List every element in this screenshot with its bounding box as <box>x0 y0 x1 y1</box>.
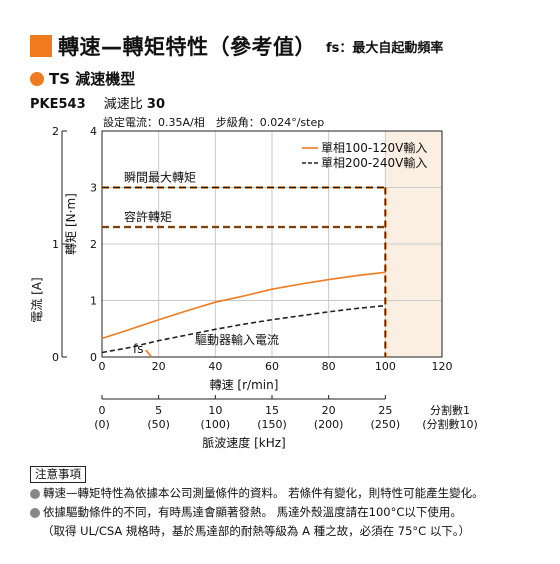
x-tick-label: 100 <box>375 360 396 373</box>
legend-label-1: 單相100-120V輸入 <box>321 140 427 155</box>
notes: 注意事項 轉速—轉矩特性為依據本公司測量條件的資料。 若條件有變化，則特性可能產… <box>30 465 484 541</box>
y2-tick-label: 1 <box>52 238 59 251</box>
header: 轉速—轉矩特性（參考值） fs：最大自起動頻率 <box>30 33 443 59</box>
x-tick-label: 80 <box>322 360 336 373</box>
ratio-value: 30 <box>146 97 166 112</box>
bullet-icon <box>30 507 40 518</box>
y-tick-label: 0 <box>90 351 97 364</box>
legend-label-2: 單相200-240V輸入 <box>321 155 427 170</box>
x-axis-label: 轉速 [r/min] <box>210 378 279 392</box>
pulse-axis: 0(0) 5(50) 10(100) 15(150) 20(200) 25(250) 分割數… <box>94 395 478 450</box>
pulse-tick-paren: (150) <box>257 418 287 431</box>
page-title: 轉速—轉矩特性（參考值） <box>58 35 316 59</box>
fs-legend-note: fs：最大自起動頻率 <box>326 40 444 56</box>
pulse-div1-label: 分割數1 <box>430 403 470 417</box>
y2-tick-label: 0 <box>52 351 59 364</box>
series-line <box>101 271 386 340</box>
pulse-tick-paren: (200) <box>314 418 344 431</box>
y-tick-label: 4 <box>90 125 97 138</box>
y-tick-label: 3 <box>90 182 97 195</box>
fs-label: fs <box>133 342 143 356</box>
settings-text: 設定電流：0.35A/相 步級角：0.024°/step <box>103 116 325 129</box>
note-line-3: （取得 UL/CSA 規格時，基於馬達部的耐熱等級為 A 種之故，必須在 75°… <box>42 524 471 538</box>
series-group: fs 驅動器輸入電流 <box>101 271 386 358</box>
reference-label: 瞬間最大轉矩 <box>124 171 196 185</box>
notes-heading: 注意事項 <box>30 466 86 483</box>
pulse-tick-paren: (250) <box>371 418 401 431</box>
ratio-label: 減速比 <box>103 97 143 112</box>
plot-frame <box>101 130 443 358</box>
x-tick-label: 0 <box>99 360 106 373</box>
x-tick-label: 120 <box>432 360 453 373</box>
y2-tick-label: 2 <box>52 125 59 138</box>
x-tick-label: 60 <box>265 360 279 373</box>
orange-dot-icon <box>30 71 44 86</box>
orange-square-icon <box>30 35 52 57</box>
pulse-tick-label: 10 <box>208 404 222 417</box>
model-line: PKE543 減速比 30 <box>30 93 165 112</box>
drive-current-label: 驅動器輸入電流 <box>195 332 279 347</box>
ratio: 減速比 30 <box>104 97 165 112</box>
series-line <box>101 304 386 354</box>
axes: 0 20 40 60 80 100 120 轉速 [r/min] 0 1 2 3 4 轉矩 [N·m] 0 1… <box>30 125 453 392</box>
pulse-tick-paren: (0) <box>94 418 110 431</box>
y-tick-label: 2 <box>90 238 97 251</box>
reference-label: 容許轉矩 <box>124 209 172 224</box>
pulse-tick-label: 25 <box>378 404 392 417</box>
pulse-div10-label: (分割數10) <box>422 417 478 431</box>
series-line <box>145 349 153 358</box>
note-line-2: 依據驅動條件的不同，有時馬達會顯著發熱。 馬達外殼溫度請在100°C以下使用。 <box>43 505 462 519</box>
y-axis-label: 轉矩 [N·m] <box>64 193 78 255</box>
y2-axis-label: 電流 [A] <box>30 277 44 322</box>
note-line-1: 轉速—轉矩特性為依據本公司測量條件的資料。 若條件有變化，則特性可能產生變化。 <box>43 486 484 500</box>
pulse-tick-label: 0 <box>99 404 106 417</box>
x-tick-label: 40 <box>208 360 222 373</box>
bullet-icon <box>30 488 40 499</box>
pulse-tick-paren: (50) <box>147 418 170 431</box>
subheader: TS 減速機型 <box>30 68 135 89</box>
y-tick-label: 1 <box>90 295 97 308</box>
pulse-axis-label: 脈波速度 [kHz] <box>202 435 285 450</box>
x-tick-label: 20 <box>152 360 166 373</box>
subheader-title: TS 減速機型 <box>49 70 136 88</box>
pulse-tick-label: 20 <box>322 404 336 417</box>
model-name: PKE543 <box>30 97 86 112</box>
pulse-tick-paren: (100) <box>201 418 231 431</box>
pulse-tick-label: 15 <box>265 404 279 417</box>
pulse-tick-label: 5 <box>155 404 162 417</box>
